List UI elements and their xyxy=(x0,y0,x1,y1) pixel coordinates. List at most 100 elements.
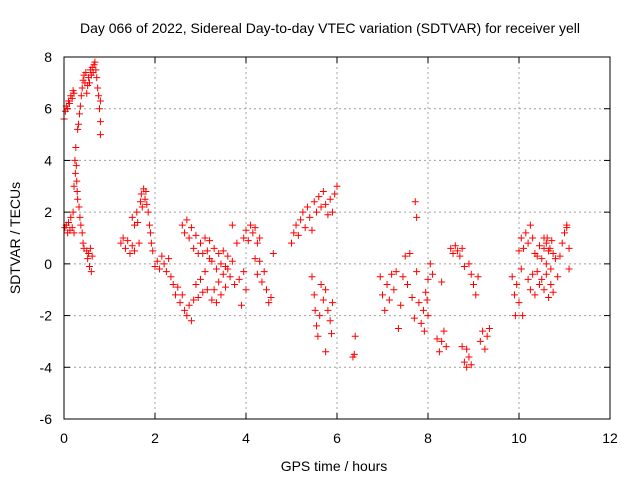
data-point xyxy=(419,306,427,314)
data-point xyxy=(96,131,104,139)
data-point xyxy=(308,273,316,281)
data-point xyxy=(183,312,191,320)
data-point xyxy=(319,296,327,304)
data-point xyxy=(240,268,248,276)
data-point xyxy=(203,286,211,294)
data-point xyxy=(331,190,339,198)
data-point xyxy=(288,239,295,247)
data-point xyxy=(167,273,175,281)
data-point xyxy=(206,237,214,245)
data-point xyxy=(351,332,359,340)
data-point xyxy=(183,216,191,224)
data-point xyxy=(440,327,448,335)
data-point xyxy=(71,156,79,164)
data-point xyxy=(64,105,72,113)
data-point xyxy=(187,317,195,325)
data-point xyxy=(74,125,82,133)
data-point xyxy=(392,268,400,276)
data-point xyxy=(299,208,307,216)
data-point xyxy=(256,257,264,265)
data-point xyxy=(508,273,516,281)
data-point xyxy=(79,239,87,247)
data-point xyxy=(526,221,534,229)
data-point xyxy=(131,247,139,255)
data-point xyxy=(217,291,225,299)
data-point xyxy=(192,231,200,239)
data-point xyxy=(324,306,332,314)
data-point xyxy=(420,327,428,335)
data-point xyxy=(73,177,81,185)
data-point xyxy=(82,69,90,77)
data-point xyxy=(379,291,386,299)
data-point xyxy=(561,229,568,237)
data-point xyxy=(413,213,421,221)
data-point xyxy=(117,239,125,247)
y-tick-label: 2 xyxy=(44,204,52,220)
data-point xyxy=(381,306,389,314)
data-point xyxy=(531,291,539,299)
data-point xyxy=(485,325,493,332)
data-point xyxy=(350,350,358,358)
data-point xyxy=(413,268,421,276)
data-point xyxy=(520,244,528,252)
data-point xyxy=(247,221,255,229)
data-point xyxy=(538,255,546,263)
data-point xyxy=(78,84,86,92)
data-point xyxy=(424,275,432,283)
data-point xyxy=(326,195,334,203)
data-point xyxy=(449,250,457,258)
data-point xyxy=(328,208,336,216)
data-point xyxy=(262,286,270,294)
data-point xyxy=(121,244,129,252)
data-point xyxy=(67,213,75,221)
data-point xyxy=(222,262,230,270)
data-point xyxy=(456,252,464,260)
data-point xyxy=(253,270,261,278)
data-point xyxy=(533,252,541,260)
data-point xyxy=(510,291,518,299)
data-point xyxy=(137,190,145,198)
data-point xyxy=(215,250,223,258)
data-point xyxy=(190,296,198,304)
data-point xyxy=(311,306,319,314)
data-point xyxy=(144,208,152,216)
chart-title: Day 066 of 2022, Sidereal Day-to-day VTE… xyxy=(80,20,580,36)
data-point xyxy=(87,268,95,276)
data-point xyxy=(158,252,166,260)
data-point xyxy=(406,250,414,258)
data-point xyxy=(324,211,332,219)
data-point xyxy=(210,286,218,294)
data-point xyxy=(513,281,521,289)
data-point xyxy=(185,234,193,242)
data-point xyxy=(535,281,543,289)
data-point xyxy=(240,234,248,242)
data-point xyxy=(96,97,104,105)
data-point xyxy=(315,193,323,201)
data-point xyxy=(429,270,437,278)
data-point xyxy=(197,275,204,283)
data-point xyxy=(565,244,573,252)
data-point xyxy=(542,260,550,268)
data-point xyxy=(460,262,468,270)
data-point xyxy=(483,332,491,340)
data-point xyxy=(313,208,321,216)
data-point xyxy=(260,268,268,276)
data-point xyxy=(542,239,550,247)
data-point xyxy=(529,234,537,242)
data-point xyxy=(219,247,227,255)
data-point xyxy=(187,224,195,232)
data-point xyxy=(203,247,211,255)
data-point xyxy=(306,213,314,221)
data-point xyxy=(212,265,220,273)
data-point xyxy=(322,286,330,294)
tick-labels: 0 2 4 6 8 10 12 -6 -4 -2 0 2 4 6 8 xyxy=(40,49,618,446)
data-point xyxy=(219,270,227,278)
y-tick-label: 8 xyxy=(44,49,52,65)
data-point xyxy=(438,337,446,345)
data-point xyxy=(217,260,225,268)
data-point xyxy=(91,58,99,66)
x-tick-label: 4 xyxy=(242,430,250,446)
data-point xyxy=(181,306,189,314)
data-point xyxy=(458,343,466,351)
data-point xyxy=(294,231,302,239)
